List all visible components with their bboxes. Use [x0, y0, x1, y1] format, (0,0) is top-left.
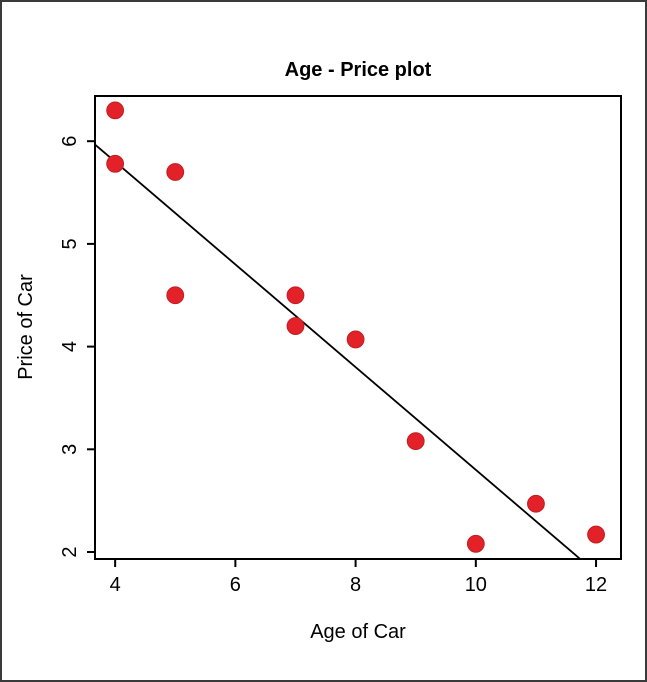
x-tick-label: 10 — [465, 574, 487, 596]
data-point — [286, 286, 305, 305]
plot-generated-content: 4 6 8 10 12 2 3 4 5 6 — [59, 95, 622, 596]
data-point — [166, 163, 185, 181]
plot-box — [94, 95, 622, 560]
data-point — [527, 494, 545, 513]
data-point — [587, 525, 605, 544]
x-tick-label: 12 — [585, 574, 607, 596]
data-point — [106, 101, 125, 120]
data-point — [346, 330, 365, 349]
y-tick-label: 6 — [59, 136, 81, 147]
x-tick-label: 8 — [350, 574, 361, 596]
data-point — [406, 432, 425, 450]
data-point — [466, 534, 485, 553]
y-tick-label: 4 — [59, 341, 81, 352]
y-tick-label: 3 — [59, 444, 81, 455]
chart-title: Age - Price plot — [285, 59, 432, 81]
y-tick-label: 5 — [59, 238, 81, 249]
data-point — [286, 317, 305, 335]
x-tick-label: 4 — [110, 574, 121, 596]
x-tick-label: 6 — [230, 574, 241, 596]
y-axis-label: Price of Car — [15, 274, 37, 380]
x-axis-label: Age of Car — [310, 621, 406, 643]
data-point — [166, 286, 185, 305]
regression-line — [95, 143, 582, 559]
data-point — [106, 154, 125, 173]
y-tick-label: 2 — [59, 546, 81, 557]
